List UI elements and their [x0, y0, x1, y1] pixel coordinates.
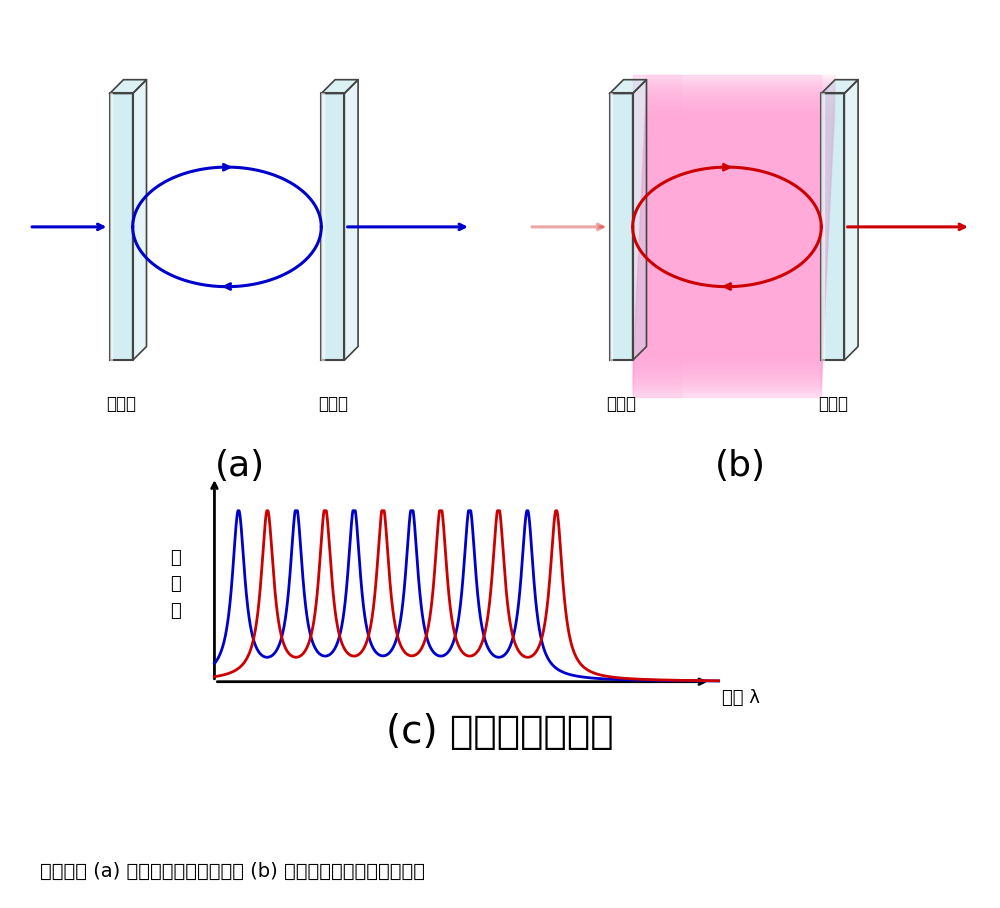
Text: (c) 波長特性の変化: (c) 波長特性の変化	[386, 713, 614, 751]
Polygon shape	[321, 94, 344, 360]
Polygon shape	[110, 80, 146, 94]
Polygon shape	[821, 80, 858, 94]
Text: (b): (b)	[714, 449, 766, 483]
Polygon shape	[633, 75, 821, 397]
Polygon shape	[610, 94, 612, 360]
Polygon shape	[321, 80, 358, 94]
Polygon shape	[633, 77, 835, 395]
Text: 透
過
率: 透 過 率	[171, 549, 181, 620]
Polygon shape	[110, 94, 112, 360]
Polygon shape	[610, 94, 633, 360]
Polygon shape	[633, 80, 835, 392]
Polygon shape	[633, 95, 835, 377]
Polygon shape	[633, 89, 835, 383]
Polygon shape	[844, 80, 858, 360]
Polygon shape	[633, 75, 835, 397]
Text: 反射板: 反射板	[818, 395, 848, 413]
Polygon shape	[133, 80, 146, 360]
Polygon shape	[633, 80, 646, 360]
Polygon shape	[610, 80, 646, 94]
Polygon shape	[344, 80, 358, 360]
Text: 反射板: 反射板	[318, 395, 348, 413]
Polygon shape	[321, 94, 324, 360]
Polygon shape	[821, 94, 824, 360]
Text: (a): (a)	[215, 449, 265, 483]
Text: 青い線は (a) の出力波長、赤い線は (b) の出力波長を表している。: 青い線は (a) の出力波長、赤い線は (b) の出力波長を表している。	[40, 862, 425, 881]
Polygon shape	[110, 94, 133, 360]
Text: 反射板: 反射板	[606, 395, 636, 413]
Polygon shape	[821, 94, 844, 360]
Polygon shape	[633, 82, 835, 390]
Polygon shape	[633, 75, 681, 397]
Polygon shape	[633, 98, 835, 374]
Polygon shape	[633, 91, 835, 381]
Polygon shape	[633, 84, 835, 388]
Text: 反射板: 反射板	[106, 395, 136, 413]
Polygon shape	[633, 94, 835, 379]
Text: 波長 λ: 波長 λ	[722, 689, 760, 707]
Polygon shape	[633, 86, 835, 386]
